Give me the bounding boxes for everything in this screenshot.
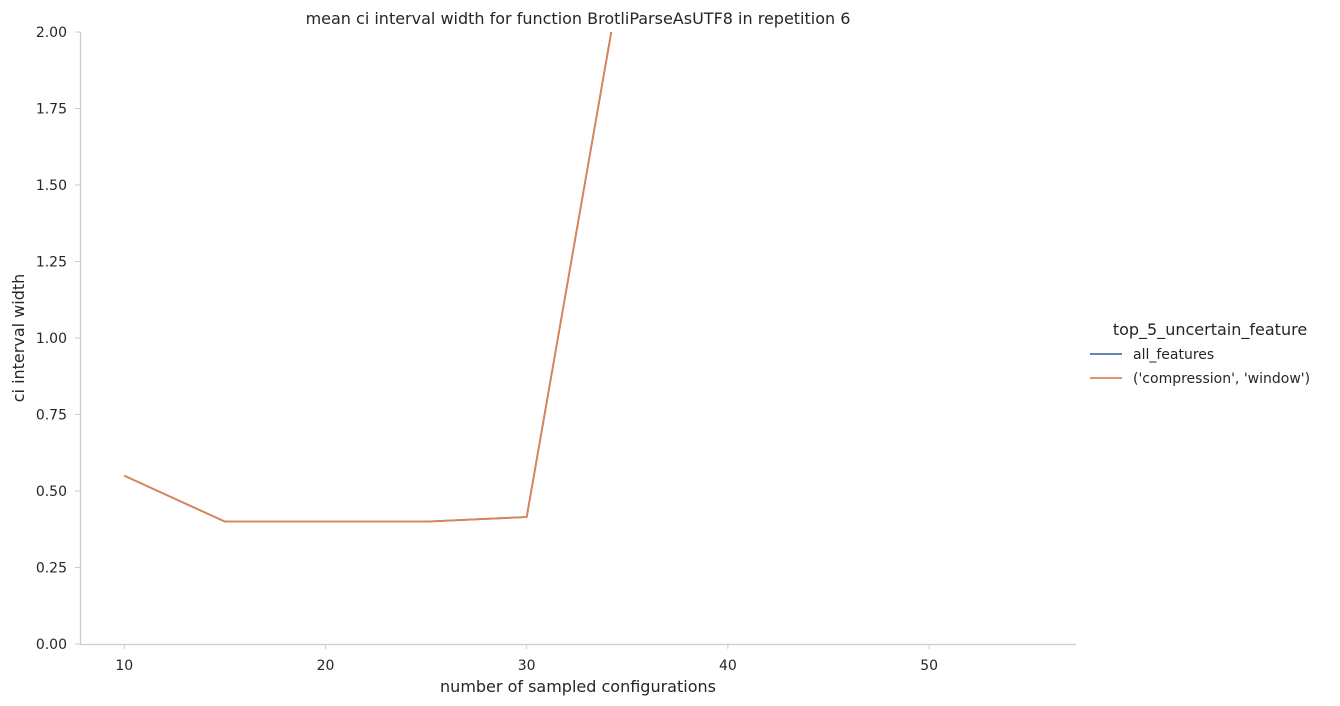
legend-title: top_5_uncertain_feature [1113,320,1307,340]
y-tick-label: 2.00 [36,25,67,41]
x-tick-label: 50 [920,658,938,674]
y-tick-label: 1.25 [36,255,67,271]
y-tick-label: 1.00 [36,331,67,347]
y-axis-label: ci interval width [9,274,28,403]
y-tick-label: 0.50 [36,484,67,500]
series-layer [123,32,613,523]
x-tick-label: 20 [317,658,335,674]
x-axis-ticks: 10 20 30 40 50 [115,644,938,674]
y-axis-ticks: 0.00 0.25 0.50 0.75 1.00 1.25 1.50 1.75 2.00 [36,25,80,653]
y-tick-label: 1.50 [36,178,67,194]
legend-entry-label: all_features [1133,347,1214,363]
series-line-0 [123,32,613,523]
legend-entry-label: ('compression', 'window') [1133,371,1310,387]
y-tick-label: 1.75 [36,102,67,118]
x-tick-label: 40 [719,658,737,674]
chart-title: mean ci interval width for function Brot… [306,9,851,28]
x-axis-label: number of sampled configurations [440,677,716,696]
x-tick-label: 30 [518,658,536,674]
y-tick-label: 0.25 [36,561,67,577]
y-tick-label: 0.00 [36,637,67,653]
legend: top_5_uncertain_feature all_features ('co… [1090,320,1310,387]
series-line-1 [123,32,613,523]
y-tick-label: 0.75 [36,408,67,424]
x-tick-label: 10 [115,658,133,674]
